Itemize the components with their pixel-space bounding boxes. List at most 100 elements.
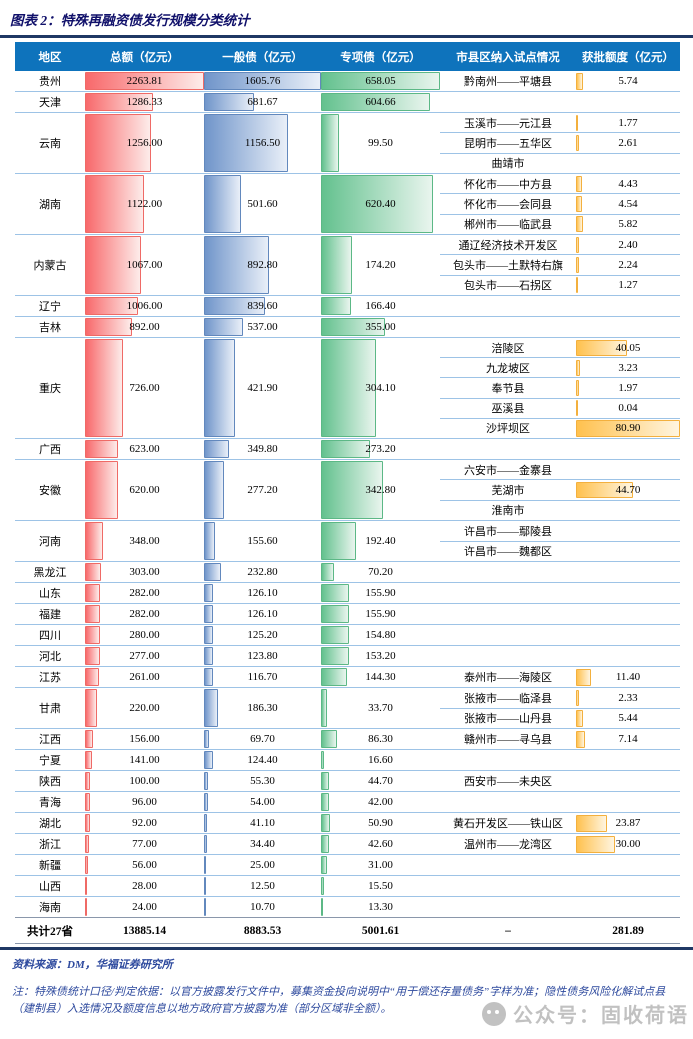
col-header-general-bond: 一般债（亿元） [222,51,303,64]
region-name: 黑龙江 [33,567,67,579]
table-row: 宁夏 141.00 124.40 16.60 [15,749,680,770]
special-bar [321,877,324,895]
pilot-row: 沙坪坝区 80.90 [440,417,680,438]
pilot-name: 芜湖市 [491,484,525,497]
region-name: 贵州 [39,76,61,88]
special-cell: 166.40 [321,296,440,316]
pilot-quota-cell: 2.61 [576,133,680,152]
general-bar [204,898,206,916]
quota-bar [576,339,628,356]
total-bar [85,175,144,233]
pilot-list: 赣州市——寻乌县 7.14 [440,729,680,749]
total-cell: 56.00 [85,855,204,875]
quota-bar [576,400,578,417]
special-cell: 355.00 [321,317,440,337]
special-cell: 15.50 [321,876,440,896]
total-bar [85,793,91,811]
total-value: 261.00 [129,671,160,683]
special-value: 13.30 [368,901,393,913]
quota-value: 40.05 [615,341,641,354]
pilot-row: 曲靖市 [440,152,680,173]
pilot-name: 九龙坡区 [486,362,530,375]
general-cell: 892.80 [204,235,321,295]
pilot-row: 赣州市——寻乌县 7.14 [440,729,680,749]
general-bar [204,461,225,519]
total-bar [85,318,132,336]
general-bar [204,647,214,665]
col-header-quota: 获批额度（亿元） [582,51,674,64]
wechat-icon [482,1001,506,1026]
pilot-row: 奉节县 1.97 [440,377,680,397]
general-bar [204,751,214,769]
region-name: 浙江 [39,839,61,851]
pilot-quota-cell: 7.14 [576,729,680,749]
total-cell: 100.00 [85,771,204,791]
general-value: 124.40 [247,754,278,766]
pilot-quota-cell [576,154,680,173]
region-name: 甘肃 [39,703,61,715]
total-value: 92.00 [132,817,157,829]
region-name: 陕西 [39,776,61,788]
pilot-list: 涪陵区 40.05 九龙坡区 3.23 奉节县 1.97 巫溪县 0.04 沙坪… [440,338,680,438]
total-bar [85,647,100,665]
special-value: 604.66 [365,96,396,108]
special-bar [321,175,434,233]
general-value: 25.00 [250,859,275,871]
total-cell: 282.00 [85,604,204,624]
pilot-list [440,625,680,645]
table-row: 安徽 620.00 277.20 342.80 六安市——金寨县 芜湖市 44.… [15,459,680,520]
quota-bar [576,72,584,90]
pilot-quota-cell: 5.82 [576,215,680,234]
quota-bar [576,814,607,832]
pilot-quota-cell: 44.70 [576,480,680,499]
region-name: 辽宁 [39,301,61,313]
special-bar [321,626,349,644]
special-value: 86.30 [368,733,393,745]
table-row: 湖南 1122.00 501.60 620.40 怀化市——中方县 4.43 怀… [15,173,680,234]
total-bar [85,877,87,895]
pilot-name: 西安市——未央区 [464,776,552,788]
general-bar [204,856,206,874]
figure-bottom-divider [0,947,693,950]
special-cell: 154.80 [321,625,440,645]
pilot-list [440,296,680,316]
special-value: 144.30 [365,671,396,683]
total-row-region: 共计27省 [27,925,73,938]
special-cell: 33.70 [321,688,440,728]
region-name: 江西 [39,734,61,746]
region-name: 天津 [39,97,61,109]
general-value: 126.10 [247,608,278,620]
region-name: 海南 [39,902,61,914]
table-row: 河南 348.00 155.60 192.40 许昌市——鄢陵县 许昌市——魏都… [15,520,680,561]
special-cell: 304.10 [321,338,440,438]
quota-bar [576,710,583,727]
table-row: 云南 1256.00 1156.50 99.50 玉溪市——元江县 1.77 昆… [15,112,680,173]
total-cell: 1122.00 [85,174,204,234]
pilot-row: 张掖市——山丹县 5.44 [440,707,680,729]
total-cell: 28.00 [85,876,204,896]
total-value: 28.00 [132,880,157,892]
special-cell: 604.66 [321,92,440,112]
table-row: 江苏 261.00 116.70 144.30 泰州市——海陵区 11.40 [15,666,680,687]
total-value: 96.00 [132,796,157,808]
total-value: 726.00 [129,382,160,394]
special-value: 16.60 [368,754,393,766]
special-value: 620.40 [365,198,396,210]
pilot-row: 西安市——未央区 [440,771,680,791]
pilot-quota-cell: 1.97 [576,378,680,397]
general-cell: 116.70 [204,667,321,687]
region-name: 吉林 [39,322,61,334]
quota-bar [576,256,579,274]
quota-value: 23.87 [615,817,641,829]
general-bar [204,563,221,581]
general-cell: 10.70 [204,897,321,917]
general-bar [204,668,213,686]
special-bar [321,563,334,581]
pilot-list: 黔南州——平塘县 5.74 [440,71,680,91]
general-bar [204,689,218,727]
table-row: 重庆 726.00 421.90 304.10 涪陵区 40.05 九龙坡区 3… [15,337,680,438]
pilot-name: 郴州市——临武县 [464,219,552,232]
table-row: 陕西 100.00 55.30 44.70 西安市——未央区 [15,770,680,791]
total-cell: 141.00 [85,750,204,770]
total-row-pilot-dash: – [505,924,511,937]
